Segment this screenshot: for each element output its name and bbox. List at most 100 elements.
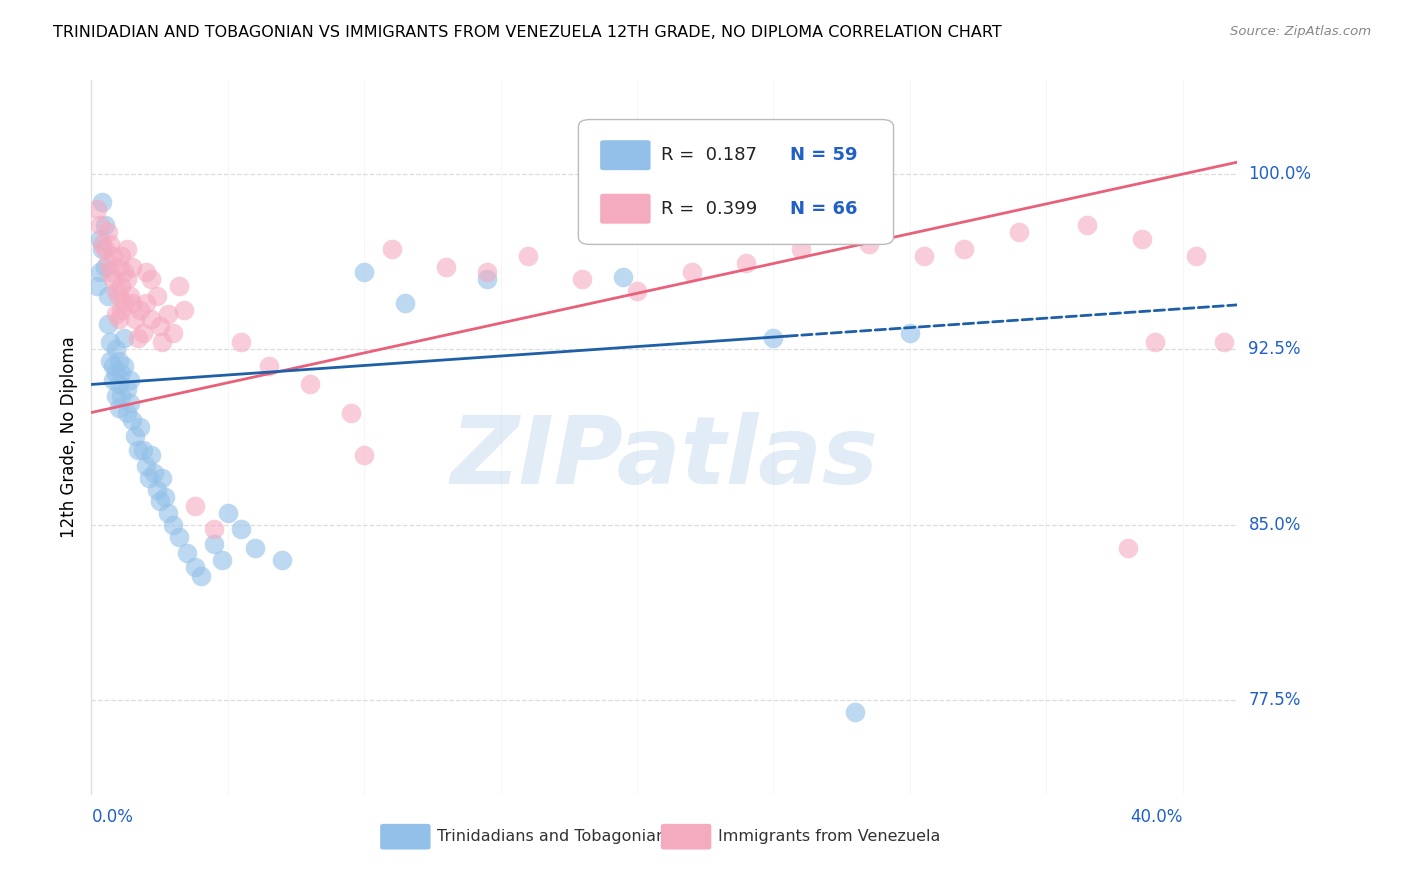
- Point: [271, 553, 294, 567]
- Point: [91, 242, 114, 256]
- Point: [953, 242, 976, 256]
- FancyBboxPatch shape: [380, 824, 430, 849]
- Point: [150, 335, 173, 350]
- Point: [129, 419, 152, 434]
- Point: [104, 366, 127, 380]
- FancyBboxPatch shape: [600, 194, 651, 224]
- Point: [110, 389, 132, 403]
- Point: [112, 331, 135, 345]
- Text: N = 66: N = 66: [790, 200, 858, 218]
- Point: [571, 272, 593, 286]
- Point: [790, 242, 813, 256]
- Point: [735, 256, 758, 270]
- Point: [231, 335, 253, 350]
- Text: 92.5%: 92.5%: [1249, 341, 1301, 359]
- Point: [339, 405, 361, 419]
- Point: [184, 560, 207, 574]
- Point: [104, 307, 127, 321]
- Point: [124, 429, 146, 443]
- Point: [97, 317, 120, 331]
- Point: [103, 373, 125, 387]
- Point: [127, 331, 149, 345]
- Point: [127, 442, 149, 457]
- Point: [626, 284, 648, 298]
- Point: [1212, 335, 1234, 350]
- Point: [141, 448, 163, 462]
- Point: [162, 517, 184, 532]
- Text: Source: ZipAtlas.com: Source: ZipAtlas.com: [1230, 25, 1371, 38]
- Text: 0.0%: 0.0%: [91, 808, 134, 826]
- Point: [91, 194, 114, 209]
- Text: 77.5%: 77.5%: [1249, 691, 1301, 709]
- Point: [86, 279, 108, 293]
- Point: [257, 359, 280, 373]
- Point: [1130, 232, 1153, 246]
- Point: [107, 260, 129, 275]
- Point: [146, 483, 169, 497]
- Point: [912, 249, 935, 263]
- Point: [353, 265, 375, 279]
- Point: [184, 499, 207, 513]
- Text: N = 59: N = 59: [790, 146, 858, 164]
- Point: [149, 494, 172, 508]
- Point: [110, 302, 132, 317]
- Point: [1076, 219, 1098, 233]
- Point: [516, 249, 538, 263]
- Point: [86, 202, 108, 216]
- Point: [94, 260, 117, 275]
- Point: [115, 405, 138, 419]
- Point: [150, 471, 173, 485]
- Point: [100, 335, 122, 350]
- Point: [380, 242, 402, 256]
- Point: [110, 279, 132, 293]
- Point: [121, 295, 143, 310]
- Point: [858, 237, 880, 252]
- Point: [681, 265, 703, 279]
- Text: Immigrants from Venezuela: Immigrants from Venezuela: [718, 830, 941, 844]
- Point: [146, 288, 169, 302]
- Text: TRINIDADIAN AND TOBAGONIAN VS IMMIGRANTS FROM VENEZUELA 12TH GRADE, NO DIPLOMA C: TRINIDADIAN AND TOBAGONIAN VS IMMIGRANTS…: [53, 25, 1002, 40]
- Point: [167, 529, 190, 543]
- Point: [135, 295, 157, 310]
- Point: [115, 382, 138, 396]
- Point: [475, 272, 498, 286]
- Text: 85.0%: 85.0%: [1249, 516, 1301, 533]
- Point: [844, 705, 866, 719]
- Point: [103, 359, 125, 373]
- Point: [124, 312, 146, 326]
- Point: [143, 467, 166, 481]
- Point: [217, 506, 239, 520]
- Point: [1008, 225, 1031, 239]
- Point: [612, 269, 634, 284]
- Point: [89, 219, 111, 233]
- Point: [394, 295, 416, 310]
- Point: [135, 265, 157, 279]
- FancyBboxPatch shape: [600, 140, 651, 170]
- Point: [104, 284, 127, 298]
- Point: [104, 343, 127, 357]
- Point: [100, 237, 122, 252]
- Point: [135, 459, 157, 474]
- Point: [110, 249, 132, 263]
- Point: [112, 265, 135, 279]
- Point: [353, 448, 375, 462]
- Text: R =  0.399: R = 0.399: [661, 200, 758, 218]
- Point: [103, 272, 125, 286]
- Point: [112, 295, 135, 310]
- Point: [132, 442, 155, 457]
- Text: 100.0%: 100.0%: [1249, 165, 1312, 183]
- Point: [231, 523, 253, 537]
- Point: [173, 302, 195, 317]
- Point: [132, 326, 155, 340]
- Point: [107, 377, 129, 392]
- Point: [107, 401, 129, 415]
- Point: [107, 312, 129, 326]
- Point: [298, 377, 321, 392]
- Text: R =  0.187: R = 0.187: [661, 146, 756, 164]
- Point: [121, 260, 143, 275]
- Point: [89, 265, 111, 279]
- Point: [202, 536, 225, 550]
- Point: [118, 288, 141, 302]
- FancyBboxPatch shape: [578, 120, 893, 244]
- Text: Trinidadians and Tobagonians: Trinidadians and Tobagonians: [437, 830, 675, 844]
